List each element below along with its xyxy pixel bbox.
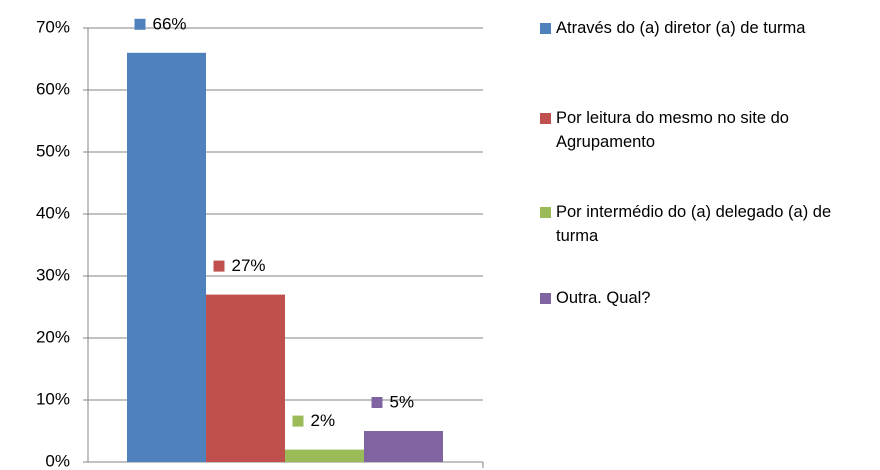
legend-item: Por intermédio do (a) delegado (a) de tu… <box>538 200 874 248</box>
legend-label: Através do (a) diretor (a) de turma <box>556 19 806 37</box>
legend-label: Por intermédio do (a) delegado (a) de tu… <box>556 203 832 245</box>
y-tick-label: 70% <box>36 17 70 36</box>
data-label-key <box>134 18 146 30</box>
y-tick-label: 0% <box>45 451 70 470</box>
legend-item: Por leitura do mesmo no site do Agrupame… <box>538 106 874 154</box>
bar <box>206 294 285 462</box>
data-label-key <box>292 415 304 427</box>
legend-key <box>540 207 551 218</box>
data-label: 5% <box>390 392 415 411</box>
data-label-key <box>213 260 225 272</box>
bar <box>364 431 443 462</box>
y-tick-label: 50% <box>36 141 70 160</box>
bar <box>127 52 206 463</box>
legend-key <box>540 113 551 124</box>
y-tick-label: 30% <box>36 265 70 284</box>
legend-label: Outra. Qual? <box>556 289 651 307</box>
legend-item: Outra. Qual? <box>538 286 874 310</box>
y-tick-label: 10% <box>36 389 70 408</box>
data-label: 27% <box>232 256 266 275</box>
legend-item: Através do (a) diretor (a) de turma <box>538 16 874 40</box>
data-label: 2% <box>311 411 336 430</box>
y-tick-label: 40% <box>36 203 70 222</box>
chart: 0% 10% 20% 30% 40% 50% 60% 70% 66% 27% 2% 5% <box>36 14 484 470</box>
bar <box>285 449 364 462</box>
legend-label: Por leitura do mesmo no site do Agrupame… <box>556 109 789 151</box>
y-tick-label: 20% <box>36 327 70 346</box>
legend-key <box>540 23 551 34</box>
data-label-key <box>371 397 383 408</box>
legend-key <box>540 293 551 304</box>
y-tick-label: 60% <box>36 79 70 98</box>
data-label: 66% <box>153 14 187 33</box>
